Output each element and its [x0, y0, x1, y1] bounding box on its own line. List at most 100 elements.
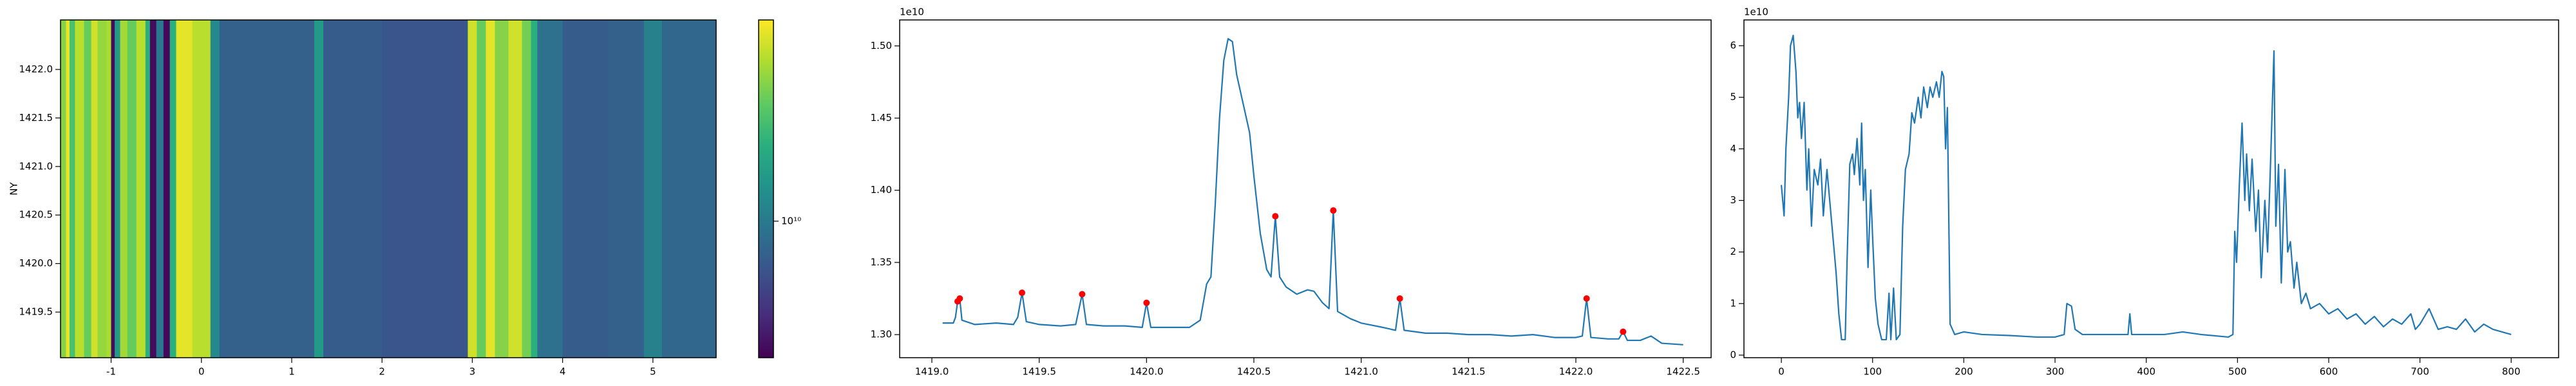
heat-cell [382, 20, 468, 358]
heat-cell [176, 20, 193, 358]
x-tick-label: 1421.5 [1452, 366, 1486, 378]
peak-marker [1396, 295, 1403, 302]
heat-cell [219, 20, 315, 358]
y-tick-label: 1.30 [871, 329, 892, 340]
heat-cell [661, 20, 716, 358]
heat-cell [66, 20, 70, 358]
y-tick-label: 1419.5 [19, 306, 53, 318]
colorbar-frame [758, 19, 774, 358]
y-tick-label: 3 [1730, 194, 1736, 206]
y-tick-label: 1.45 [871, 112, 892, 124]
heat-cell [75, 20, 84, 358]
x-tick-label: 1421.0 [1344, 366, 1378, 378]
x-tick-label: 5 [650, 366, 656, 378]
x-tick-label: 1419.0 [915, 366, 949, 378]
x-tick-label: 700 [2410, 366, 2429, 378]
heat-cell [508, 20, 523, 358]
x-tick-label: 200 [1955, 366, 1973, 378]
axes: 1e10 1419.0 1419.5 1420.0 1420.5 1421.0 1421.5… [871, 6, 1712, 378]
x-tick-label: 0 [198, 366, 205, 378]
x-tick-label: 500 [2228, 366, 2247, 378]
y-tick-label: 6 [1730, 40, 1736, 51]
heat-cell [111, 20, 115, 358]
heat-cell [136, 20, 146, 358]
y-tick-label: 5 [1730, 91, 1736, 103]
heat-cell [531, 20, 538, 358]
heat-cell [192, 20, 211, 358]
peak-marker [956, 295, 963, 302]
y-tick-label: 1.35 [871, 256, 892, 268]
heat-cell [486, 20, 495, 358]
axes-frame [60, 19, 717, 358]
x-tick-label: 1 [289, 366, 295, 378]
offset-text: 1e10 [900, 6, 924, 18]
y-tick-label: 1420.5 [19, 209, 53, 221]
peak-marker [1079, 291, 1086, 298]
plot-area [1780, 34, 2512, 341]
colorbar-tick-label: 10¹⁰ [781, 215, 801, 226]
heat-cell [522, 20, 532, 358]
x-tick-label: 4 [560, 366, 566, 378]
peak-marker [1583, 295, 1590, 302]
y-tick-label: 2 [1730, 246, 1736, 257]
heat-cell [468, 20, 477, 358]
heat-cell [562, 20, 609, 358]
x-tick-label: 100 [1863, 366, 1882, 378]
x-tick-label: 300 [2046, 366, 2065, 378]
axes: 10¹⁰ NY -1 0 1 2 3 4 5 1419.5 1420.0 1420.5 1421.0 14… [8, 19, 801, 378]
heat-cell [169, 20, 176, 358]
heat-cell [210, 20, 220, 358]
peak-marker [1019, 290, 1025, 297]
x-tick-label: 1420.5 [1237, 366, 1271, 378]
heat-cell [537, 20, 564, 358]
y-tick-label: 1422.0 [19, 63, 53, 75]
axes: 1e10 0 100 200 300 400 500 600 700 800 0 1 2 3 4 5 6 [1730, 6, 2559, 378]
y-tick-label: 0 [1730, 349, 1736, 360]
heat-cell [314, 20, 324, 358]
heat-cell [149, 20, 157, 358]
x-tick-label: 1422.5 [1666, 366, 1700, 378]
heat-cell [127, 20, 137, 358]
x-tick-label: 1422.0 [1559, 366, 1593, 378]
heat-cell [91, 20, 98, 358]
y-tick-label: 1421.5 [19, 112, 53, 124]
heat-cell [97, 20, 108, 358]
x-tick-label: 800 [2502, 366, 2521, 378]
peak-marker [1620, 328, 1627, 335]
colorbar [759, 20, 773, 358]
x-tick-label: 1420.0 [1130, 366, 1164, 378]
y-tick-label: 1.40 [871, 184, 892, 196]
plot-area [61, 20, 716, 358]
y-tick-label: 1420.0 [19, 257, 53, 269]
peak-marker [1330, 207, 1337, 214]
axes-frame [899, 19, 1712, 358]
peak-marker [1272, 213, 1279, 220]
y-axis-label: NY [8, 181, 20, 195]
plot-area [942, 38, 1683, 345]
x-tick-label: 3 [469, 366, 476, 378]
heat-cell [115, 20, 121, 358]
x-tick-label: 1419.5 [1022, 366, 1056, 378]
heat-cell [163, 20, 171, 358]
x-tick-label: 0 [1778, 366, 1785, 378]
x-tick-label: 600 [2320, 366, 2338, 378]
heat-cell [323, 20, 383, 358]
y-tick-label: 1421.0 [19, 160, 53, 172]
heat-cell [643, 20, 663, 358]
heat-cell [61, 20, 66, 358]
line [1780, 34, 2512, 341]
heat-cell [106, 20, 112, 358]
x-tick-label: -1 [106, 366, 116, 378]
line [942, 38, 1683, 345]
y-tick-label: 1.50 [871, 40, 892, 51]
offset-text: 1e10 [1744, 6, 1768, 18]
heat-cell [70, 20, 75, 358]
x-tick-label: 400 [2137, 366, 2155, 378]
peak-marker [1143, 299, 1150, 306]
heat-cell [84, 20, 92, 358]
heat-cell [477, 20, 486, 358]
x-tick-label: 2 [379, 366, 385, 378]
y-tick-label: 4 [1730, 143, 1736, 154]
axes-frame [1743, 19, 2559, 358]
